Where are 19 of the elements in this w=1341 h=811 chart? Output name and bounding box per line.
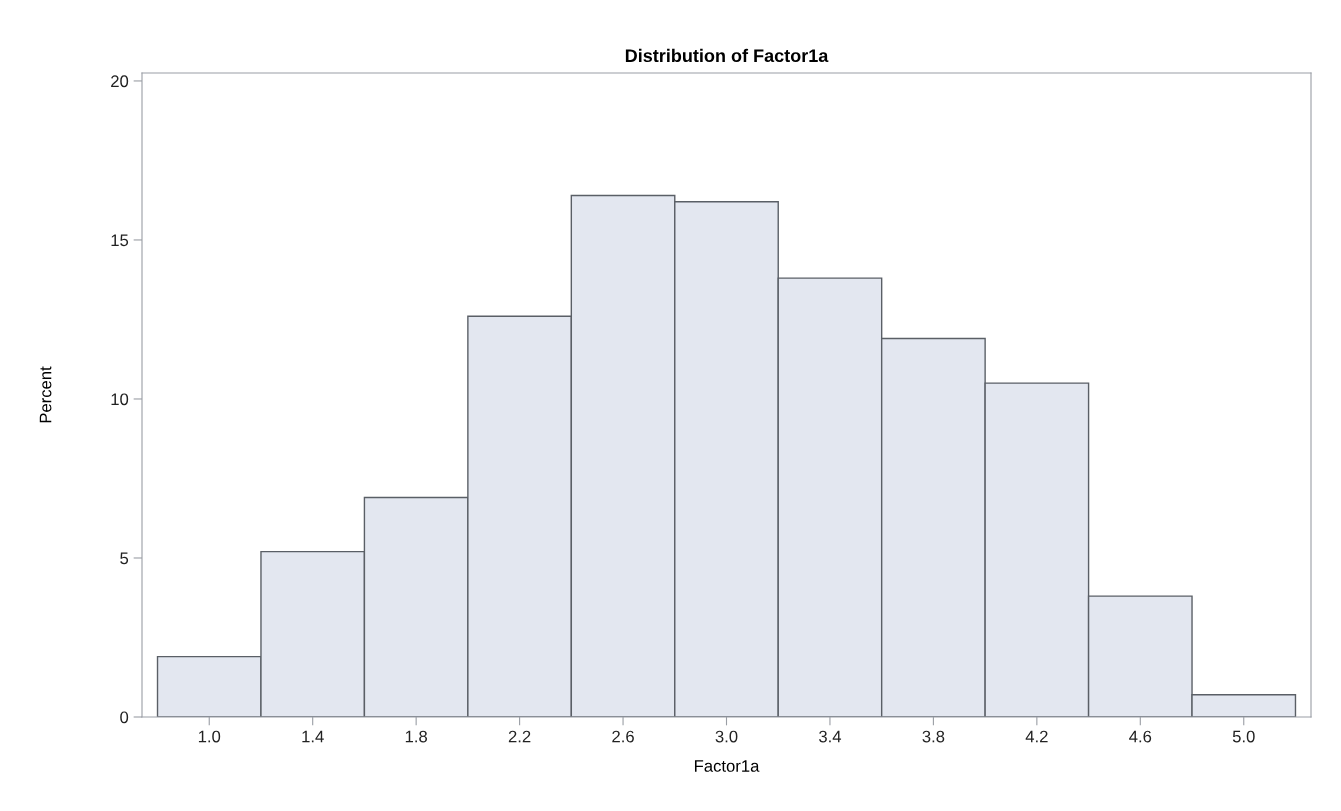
x-tick-label: 2.6 bbox=[612, 730, 634, 743]
y-tick-label: 5 bbox=[120, 552, 129, 565]
x-tick-label: 1.0 bbox=[198, 730, 221, 743]
x-tick-label: 1.4 bbox=[302, 730, 324, 743]
x-tick-label: 4.6 bbox=[1129, 730, 1152, 743]
y-tick-label: 0 bbox=[120, 711, 129, 724]
y-tick-label: 15 bbox=[111, 234, 129, 247]
x-tick-label: 3.0 bbox=[715, 730, 738, 743]
y-tick-label: 10 bbox=[111, 393, 129, 406]
x-tick-label: 3.4 bbox=[819, 730, 842, 743]
x-tick-label: 1.8 bbox=[405, 730, 428, 743]
x-tick-label: 3.8 bbox=[922, 730, 945, 743]
y-axis-title: Percent bbox=[39, 366, 52, 423]
x-tick-label: 5.0 bbox=[1232, 730, 1255, 743]
x-axis-title: Factor1a bbox=[694, 760, 760, 772]
x-tick-label: 4.2 bbox=[1025, 730, 1048, 743]
y-tick-label: 20 bbox=[111, 75, 129, 88]
chart-title: Distribution of Factor1a bbox=[625, 48, 829, 63]
x-tick-label: 2.2 bbox=[508, 730, 531, 743]
